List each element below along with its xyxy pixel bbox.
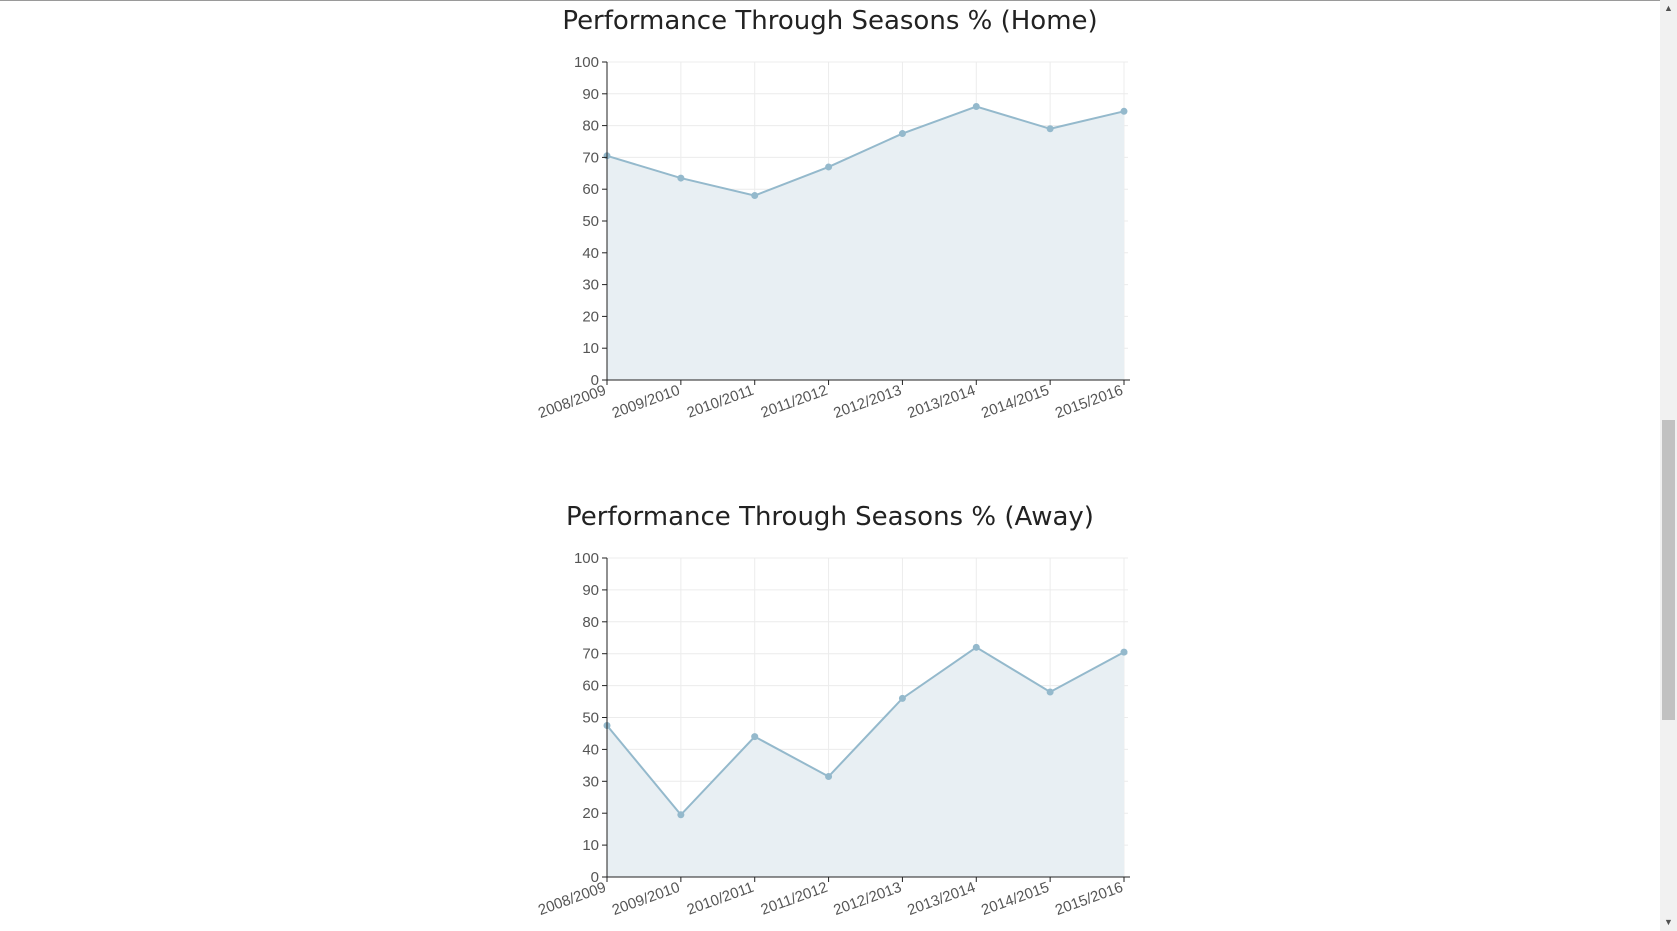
y-tick-label: 90 bbox=[582, 582, 599, 599]
scrollbar-thumb[interactable] bbox=[1662, 420, 1675, 720]
x-tick-label: 2014/2015 bbox=[979, 879, 1051, 919]
x-tick-label: 2011/2012 bbox=[759, 879, 830, 919]
y-tick-label: 60 bbox=[582, 181, 599, 198]
y-axis-ticks: 0 10 20 30 40 50 60 70 80 90 100 bbox=[574, 54, 607, 389]
data-point bbox=[677, 811, 685, 819]
y-tick-label: 70 bbox=[582, 646, 599, 663]
series-line bbox=[606, 105, 1125, 197]
y-tick-label: 30 bbox=[582, 773, 599, 790]
vertical-scrollbar[interactable]: ▲ ▼ bbox=[1660, 0, 1677, 931]
y-tick-label: 80 bbox=[582, 614, 599, 631]
y-tick-label: 10 bbox=[582, 340, 599, 357]
data-points bbox=[603, 103, 1128, 200]
data-points bbox=[603, 643, 1128, 819]
chevron-up-icon[interactable]: ▲ bbox=[1664, 3, 1673, 13]
x-tick-label: 2015/2016 bbox=[1053, 879, 1125, 919]
series-area bbox=[607, 106, 1124, 381]
y-tick-label: 20 bbox=[582, 805, 599, 822]
y-tick-label: 0 bbox=[591, 372, 599, 389]
y-tick-label: 70 bbox=[582, 149, 599, 166]
y-tick-label: 0 bbox=[591, 869, 599, 886]
data-point bbox=[1046, 125, 1054, 133]
data-point bbox=[972, 103, 980, 111]
data-point bbox=[1046, 688, 1054, 696]
series-line bbox=[606, 646, 1125, 817]
data-point bbox=[751, 733, 759, 741]
data-point bbox=[1120, 107, 1128, 115]
y-tick-label: 40 bbox=[582, 245, 599, 262]
y-tick-label: 60 bbox=[582, 678, 599, 695]
y-tick-label: 50 bbox=[582, 710, 599, 727]
chevron-down-icon[interactable]: ▼ bbox=[1664, 917, 1673, 927]
y-tick-label: 20 bbox=[582, 308, 599, 325]
x-tick-label: 2008/2009 bbox=[536, 879, 608, 919]
data-point bbox=[677, 174, 685, 182]
data-point bbox=[825, 773, 833, 781]
chart-title: Performance Through Seasons % (Away) bbox=[566, 502, 1094, 532]
y-tick-label: 100 bbox=[574, 550, 599, 567]
y-tick-label: 30 bbox=[582, 277, 599, 294]
y-tick-label: 40 bbox=[582, 741, 599, 758]
y-axis-ticks: 0 10 20 30 40 50 60 70 80 90 100 bbox=[574, 550, 607, 886]
data-point bbox=[972, 643, 980, 651]
x-tick-label: 2010/2011 bbox=[685, 879, 756, 919]
data-point bbox=[751, 192, 759, 200]
x-tick-label: 2012/2013 bbox=[831, 879, 903, 919]
y-tick-label: 50 bbox=[582, 213, 599, 230]
x-tick-label: 2009/2010 bbox=[610, 879, 682, 919]
data-point bbox=[1120, 648, 1128, 656]
y-tick-label: 100 bbox=[574, 54, 599, 71]
y-tick-label: 80 bbox=[582, 118, 599, 135]
data-point bbox=[898, 694, 906, 702]
y-tick-label: 10 bbox=[582, 837, 599, 854]
x-tick-label: 2013/2014 bbox=[905, 879, 977, 919]
window-top-border bbox=[0, 0, 1677, 1]
y-tick-label: 90 bbox=[582, 86, 599, 103]
data-point bbox=[825, 163, 833, 171]
data-point bbox=[898, 130, 906, 138]
chart-title: Performance Through Seasons % (Home) bbox=[562, 6, 1098, 36]
x-axis-ticks: 2008/2009 2009/2010 2010/2011 2011/2012 2012… bbox=[536, 877, 1125, 919]
series-area bbox=[607, 647, 1124, 877]
